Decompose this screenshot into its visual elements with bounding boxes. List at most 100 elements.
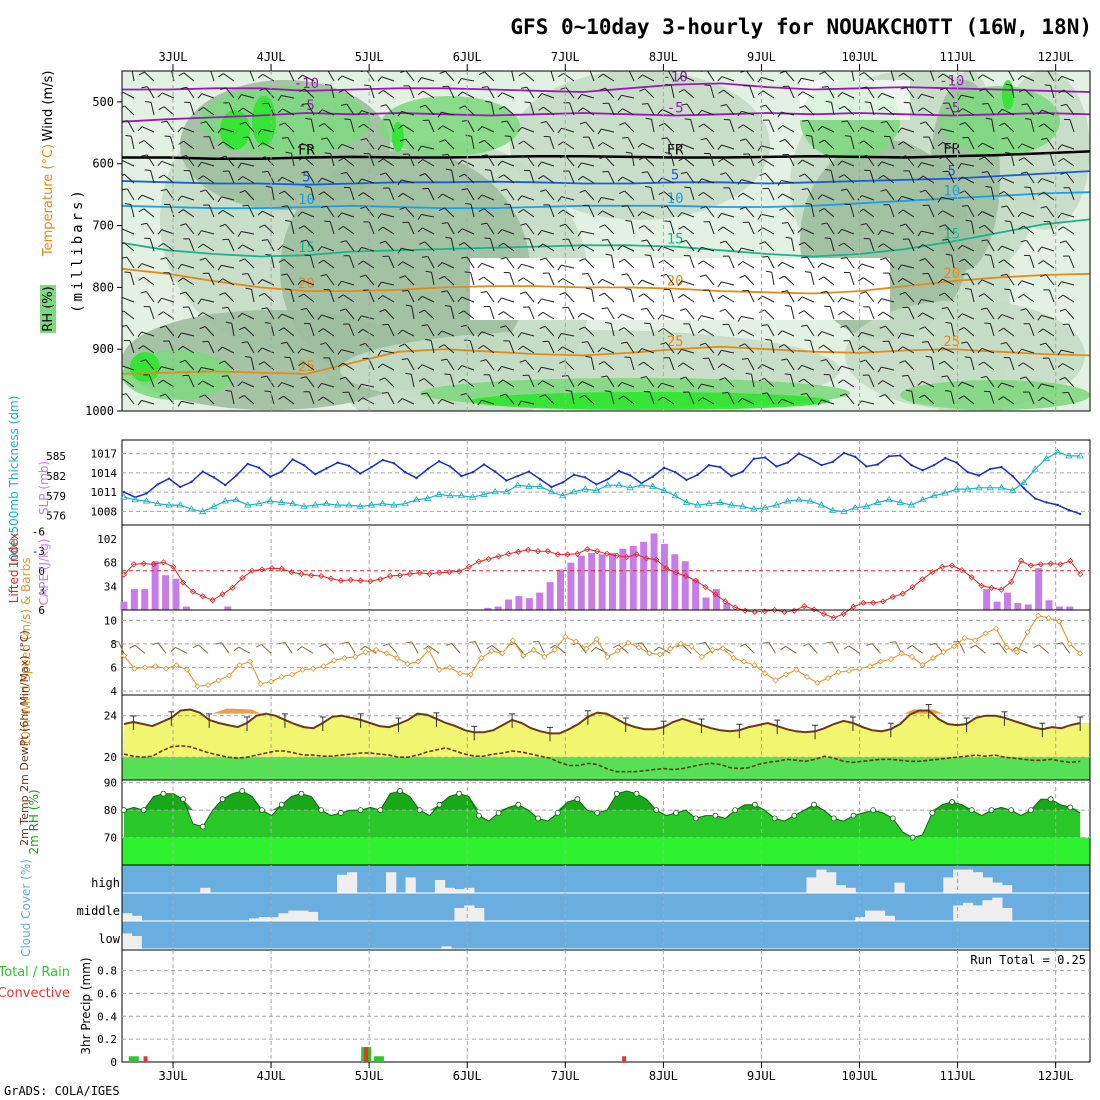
wind-barb-flag bbox=[779, 207, 786, 211]
slp-point bbox=[437, 460, 441, 463]
wind-barb-flag bbox=[278, 259, 285, 263]
wind-barb bbox=[341, 349, 355, 354]
wind-barb bbox=[745, 206, 755, 218]
rh2m-high-area bbox=[123, 790, 1081, 811]
wind-barb bbox=[967, 205, 975, 218]
wind-barb bbox=[541, 229, 555, 235]
wind-barb-flag bbox=[597, 73, 604, 79]
thickness-tick-label: 579 bbox=[46, 490, 66, 503]
wind-barb-flag bbox=[998, 259, 1005, 264]
wind-barb-flag bbox=[897, 127, 903, 133]
wind-barb-flag bbox=[717, 350, 722, 356]
wind-barb bbox=[401, 247, 415, 252]
wind-barb-flag bbox=[625, 219, 632, 222]
wind-barb-flag bbox=[818, 139, 825, 144]
wind10m-point bbox=[940, 649, 947, 656]
wind-barb-flag bbox=[157, 161, 163, 167]
wind-barb bbox=[669, 357, 675, 371]
wind-barb bbox=[767, 256, 775, 269]
wind-barb-flag bbox=[457, 365, 463, 371]
wind10m-point bbox=[551, 646, 558, 653]
wind-barb bbox=[911, 645, 923, 654]
rh2m-point bbox=[535, 815, 541, 822]
wind-barb-flag bbox=[638, 225, 645, 229]
wind-barb bbox=[851, 71, 855, 82]
rh2m-tick-label: 80 bbox=[104, 804, 117, 817]
wind-barb bbox=[702, 397, 715, 405]
wind-barb bbox=[708, 357, 715, 371]
wind-barb-flag bbox=[739, 206, 746, 210]
wind-barb-flag bbox=[824, 237, 831, 239]
li-point bbox=[771, 606, 778, 614]
wind-barb-flag bbox=[160, 257, 167, 260]
wind-barb bbox=[1025, 376, 1035, 388]
wind-barb-flag bbox=[497, 229, 503, 235]
wind-barb-flag bbox=[1059, 308, 1066, 312]
cape-axis-label: CAPE (J/kg) bbox=[37, 539, 51, 606]
thickness-point bbox=[626, 484, 634, 491]
slp-point bbox=[314, 472, 317, 476]
cloud-cell bbox=[474, 908, 485, 921]
cape-bar bbox=[484, 607, 492, 610]
wind-barb-flag bbox=[737, 247, 742, 254]
wind-barb bbox=[487, 86, 495, 99]
precip-convective-bar bbox=[364, 1047, 369, 1062]
wind-barb bbox=[321, 109, 335, 116]
thickness-tick-label: 582 bbox=[46, 470, 66, 483]
wind-barb bbox=[807, 120, 815, 133]
cape-bar bbox=[525, 598, 533, 610]
wind-barb bbox=[228, 239, 235, 252]
wind-barb bbox=[782, 125, 795, 133]
wind-barb-flag bbox=[557, 333, 562, 339]
wind-barb bbox=[521, 126, 535, 133]
wind-barb-flag bbox=[585, 355, 592, 358]
wind-barb bbox=[282, 176, 295, 184]
wind-barb bbox=[561, 333, 575, 337]
wind-barb bbox=[525, 291, 535, 303]
wind-barb bbox=[238, 646, 251, 654]
wind-barb-flag bbox=[897, 196, 902, 202]
wind-barb bbox=[607, 171, 615, 184]
wind-barb-flag bbox=[500, 325, 507, 329]
wind-barb bbox=[188, 375, 195, 388]
rh2m-point bbox=[712, 812, 719, 819]
wind-barb bbox=[571, 391, 575, 405]
wind-barb bbox=[781, 330, 795, 337]
wind-barb bbox=[709, 221, 715, 235]
wind-barb-flag bbox=[377, 281, 382, 288]
wind-barb bbox=[1011, 85, 1015, 99]
li-point bbox=[525, 546, 532, 553]
cloud-cell bbox=[953, 905, 964, 921]
wind-barb bbox=[1002, 108, 1015, 116]
wind-barb bbox=[482, 126, 495, 133]
wind-barb-flag bbox=[717, 363, 723, 368]
rh2m-point bbox=[830, 815, 837, 822]
rh2m-point bbox=[1028, 807, 1034, 814]
wind-barb bbox=[485, 359, 495, 371]
wind-barb-flag bbox=[539, 325, 546, 329]
wind-barb-flag bbox=[818, 208, 825, 212]
wind-barb bbox=[463, 242, 475, 252]
wind-barb-flag bbox=[957, 163, 962, 169]
wind-barb-flag bbox=[425, 270, 432, 273]
wind-barb-flag bbox=[897, 209, 904, 214]
x-tick-label-top: 9JUL bbox=[747, 50, 776, 64]
wind-barb bbox=[1006, 273, 1015, 286]
wind-barb bbox=[341, 280, 355, 286]
slp-point bbox=[865, 465, 868, 468]
li-point bbox=[396, 572, 404, 579]
li-point bbox=[988, 584, 995, 591]
wind-barb-flag bbox=[357, 260, 364, 265]
wind-barb-flag bbox=[698, 123, 705, 128]
wind-barb-flag bbox=[1044, 84, 1051, 86]
wind-barb bbox=[904, 360, 915, 371]
wind-barb-flag bbox=[157, 229, 163, 235]
cloud-cell bbox=[962, 902, 974, 921]
wind-barb-flag bbox=[866, 643, 873, 647]
wind-barb-flag bbox=[939, 87, 946, 91]
wind-barb bbox=[744, 643, 755, 654]
slp-point bbox=[392, 462, 396, 465]
wind-barb-flag bbox=[160, 120, 168, 123]
wind-barb-flag bbox=[838, 379, 844, 384]
wind-barb bbox=[885, 257, 895, 269]
